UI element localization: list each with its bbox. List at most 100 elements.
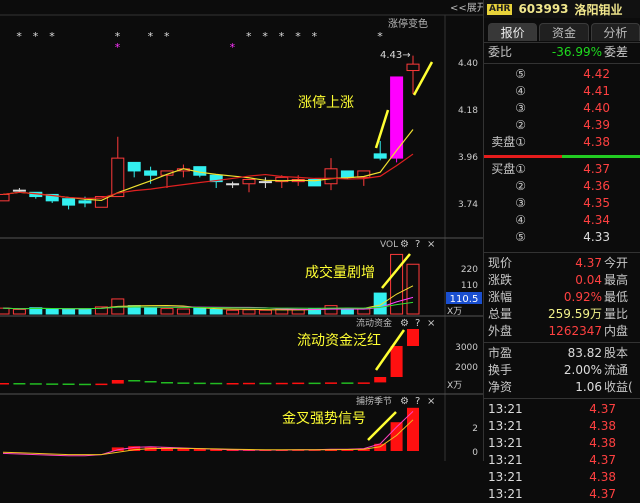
candle[interactable] bbox=[111, 136, 125, 198]
gear-icon[interactable]: ⚙ bbox=[400, 396, 409, 407]
price-axis-label: 3.96 bbox=[458, 153, 478, 163]
flow-bar bbox=[292, 382, 305, 385]
candle[interactable] bbox=[324, 158, 338, 191]
flow-axis-label: 2000 bbox=[455, 363, 478, 373]
signal-star: * bbox=[377, 30, 383, 43]
gear-icon[interactable]: ⚙ bbox=[400, 239, 409, 250]
flow-bar bbox=[308, 382, 321, 385]
bid-row[interactable]: ④ 4.34 bbox=[484, 212, 640, 229]
candle[interactable] bbox=[209, 174, 223, 189]
candle[interactable] bbox=[0, 193, 10, 202]
signal-star: * bbox=[295, 30, 301, 43]
bid-level: 买盘① bbox=[491, 162, 526, 176]
gear-icon[interactable]: ⚙ bbox=[400, 318, 409, 329]
arrow-icon bbox=[374, 329, 406, 371]
vol-axis-label: 110 bbox=[461, 281, 478, 291]
candle[interactable] bbox=[242, 178, 256, 193]
volume-bar bbox=[78, 308, 92, 315]
stat-value: 0.92% bbox=[563, 290, 602, 304]
ask-row[interactable]: ⑤ 4.42 bbox=[484, 66, 640, 83]
kline-chart[interactable]: <<展开 涨停变色 4.43→ * * * * * * * * * * * ** * 4.404.183… bbox=[0, 0, 483, 461]
tick-row: 13:21 4.38 bbox=[484, 469, 640, 486]
signal-star: * bbox=[279, 30, 285, 43]
expand-button[interactable]: <<展开 bbox=[450, 2, 483, 14]
tick-price: 4.37 bbox=[589, 402, 616, 416]
ask-level: 卖盘① bbox=[491, 135, 526, 149]
season-bar bbox=[111, 447, 124, 451]
ask-row[interactable]: ② 4.39 bbox=[484, 117, 640, 134]
flow-bar bbox=[144, 381, 157, 383]
ahr-badge[interactable]: AHR bbox=[487, 3, 513, 15]
season-bar bbox=[226, 449, 239, 451]
current-volume-value: 110.5 bbox=[450, 294, 479, 305]
tab-analysis[interactable]: 分析 bbox=[590, 23, 640, 41]
volume-bar bbox=[94, 306, 108, 315]
season-bar bbox=[275, 450, 288, 451]
signal-star: * bbox=[49, 30, 55, 43]
candle[interactable] bbox=[62, 198, 76, 210]
candle[interactable] bbox=[12, 188, 26, 193]
stock-header: AHR 603993 洛阳钼业 bbox=[484, 0, 640, 18]
ask-level: ② bbox=[515, 118, 526, 132]
candle[interactable] bbox=[127, 161, 141, 178]
ask-row[interactable]: ④ 4.41 bbox=[484, 83, 640, 100]
close-icon[interactable]: × bbox=[427, 318, 435, 329]
bid-price: 4.34 bbox=[583, 213, 610, 227]
stat-label: 涨幅 bbox=[488, 290, 513, 304]
candle[interactable] bbox=[275, 175, 289, 189]
candle[interactable] bbox=[258, 177, 272, 189]
stat-value: 83.82 bbox=[567, 346, 602, 360]
season-bar bbox=[193, 448, 206, 451]
signal-star: * bbox=[148, 30, 154, 43]
tab-funds[interactable]: 资金 bbox=[539, 23, 589, 41]
season-bar bbox=[341, 449, 354, 451]
volume-bar bbox=[45, 308, 59, 315]
candle[interactable] bbox=[373, 141, 387, 161]
season-bar bbox=[210, 449, 223, 451]
stat-right-label: 股本 bbox=[604, 346, 629, 360]
season-bar bbox=[243, 450, 255, 451]
bid-row[interactable]: 买盘① 4.37 bbox=[484, 161, 640, 178]
ask-row[interactable]: ③ 4.40 bbox=[484, 100, 640, 117]
signal-star: * bbox=[164, 30, 170, 43]
stat-value: 259.59万 bbox=[548, 307, 602, 321]
close-icon[interactable]: × bbox=[427, 396, 435, 407]
help-icon[interactable]: ? bbox=[415, 318, 420, 329]
stat-row: 涨跌 0.04 最高 bbox=[484, 272, 640, 289]
flow-bar bbox=[193, 382, 206, 385]
flow-bar bbox=[210, 382, 223, 385]
ask-price: 4.42 bbox=[583, 67, 610, 81]
stat-value: 2.00% bbox=[563, 363, 602, 377]
arrow-icon bbox=[367, 411, 397, 441]
bid-row[interactable]: ③ 4.35 bbox=[484, 195, 640, 212]
ma10-line bbox=[2, 153, 414, 199]
stat-row: 换手 2.00% 流通 bbox=[484, 362, 640, 379]
volume-bar bbox=[160, 308, 174, 315]
tick-row: 13:21 4.38 bbox=[484, 418, 640, 435]
candle[interactable] bbox=[226, 181, 240, 189]
flow-bar bbox=[29, 383, 42, 385]
ask-row[interactable]: 卖盘① 4.38 bbox=[484, 134, 640, 151]
vol-title: VOL bbox=[380, 240, 398, 250]
help-icon[interactable]: ? bbox=[415, 396, 420, 407]
season-bar bbox=[357, 449, 370, 451]
bid-row[interactable]: ② 4.36 bbox=[484, 178, 640, 195]
flow-bar bbox=[259, 382, 272, 385]
bid-row[interactable]: ⑤ 4.33 bbox=[484, 229, 640, 246]
season-bar bbox=[128, 446, 141, 451]
bid-price: 4.37 bbox=[583, 162, 610, 176]
flow-bar bbox=[226, 383, 239, 385]
flow-bar bbox=[161, 382, 173, 384]
candle[interactable] bbox=[390, 76, 404, 163]
flow-bar bbox=[177, 382, 190, 384]
season-bar bbox=[308, 450, 321, 451]
tab-quote[interactable]: 报价 bbox=[488, 23, 538, 41]
candle[interactable] bbox=[406, 55, 420, 95]
help-icon[interactable]: ? bbox=[415, 239, 420, 250]
close-icon[interactable]: × bbox=[427, 239, 435, 250]
bid-level: ④ bbox=[515, 213, 526, 227]
tick-price: 4.38 bbox=[589, 436, 616, 450]
stat-value: 1262347 bbox=[548, 324, 602, 338]
flow-axis-label: 3000 bbox=[455, 343, 478, 353]
stat-label: 换手 bbox=[488, 363, 513, 377]
